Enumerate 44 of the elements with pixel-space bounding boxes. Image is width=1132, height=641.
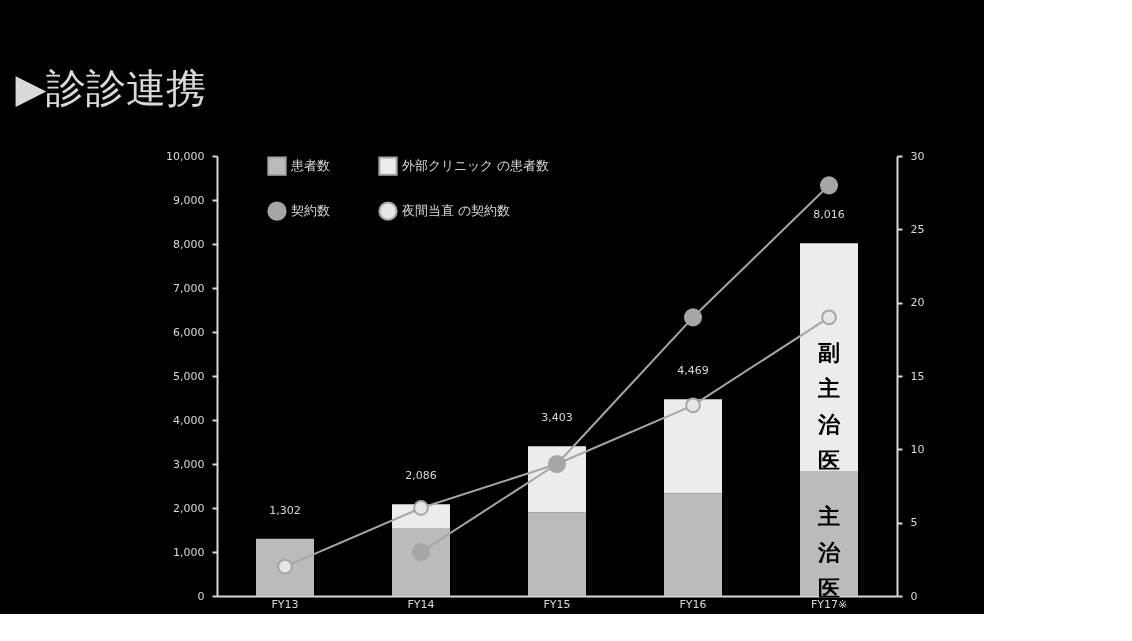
- bar: [528, 512, 586, 596]
- legend-label: 患者数: [290, 158, 330, 174]
- point: [413, 500, 429, 516]
- bar: [800, 243, 858, 472]
- x-tick-label: FY13: [271, 597, 299, 611]
- bar: [392, 528, 450, 596]
- y-tick-label: 1,000: [173, 545, 205, 559]
- point: [821, 309, 837, 326]
- point: [819, 176, 839, 195]
- total-label: 8,016: [813, 208, 845, 222]
- point: [685, 397, 701, 414]
- chart-title: ▶診診連携: [15, 65, 207, 111]
- point: [683, 308, 703, 327]
- y2-tick-label: 30: [910, 149, 925, 163]
- y2-tick-label: 5: [910, 516, 918, 530]
- annotation: 副主治医: [817, 340, 841, 474]
- total-label: 3,403: [541, 411, 573, 425]
- total-label: 2,086: [405, 469, 437, 483]
- bar: [664, 493, 722, 596]
- y-tick-label: 0: [197, 589, 205, 603]
- x-tick-label: FY16: [679, 597, 707, 611]
- y-tick-label: 2,000: [173, 501, 205, 515]
- bar: [664, 399, 722, 494]
- y2-tick-label: 25: [910, 222, 925, 236]
- total-label: 1,302: [269, 503, 301, 517]
- x-tick-label: FY14: [407, 597, 435, 611]
- y-tick-label: 9,000: [173, 193, 205, 207]
- y-tick-label: 5,000: [173, 369, 205, 383]
- y2-tick-label: 15: [910, 369, 925, 383]
- total-label: 4,469: [677, 364, 709, 378]
- y-tick-label: 10,000: [166, 149, 205, 163]
- y-tick-label: 3,000: [173, 457, 205, 471]
- legend-label: 契約数: [291, 203, 330, 219]
- y-tick-label: 7,000: [173, 281, 205, 295]
- y-tick-label: 6,000: [173, 325, 205, 339]
- y2-tick-label: 0: [910, 589, 918, 603]
- y-tick-label: 4,000: [173, 413, 205, 427]
- y2-tick-label: 20: [910, 296, 925, 310]
- legend-label: 外部クリニック の患者数: [402, 158, 550, 174]
- y2-tick-label: 10: [910, 442, 925, 456]
- y-tick-label: 8,000: [173, 237, 205, 251]
- x-tick-label: FY15: [543, 597, 571, 611]
- bar: [256, 538, 314, 596]
- legend-label: 夜間当直 の契約数: [402, 203, 511, 219]
